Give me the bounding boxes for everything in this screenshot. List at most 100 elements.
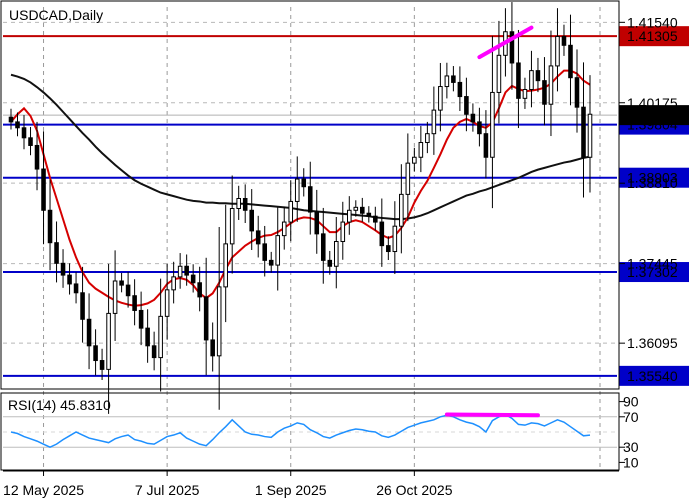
candle-body (171, 276, 176, 291)
candle-body (60, 262, 66, 276)
candle-body (249, 209, 254, 232)
candle-body (535, 70, 541, 82)
candle-body (379, 221, 385, 247)
candle-body (106, 312, 111, 370)
candle-body (340, 221, 346, 243)
candle-body (353, 206, 359, 211)
candle-body (223, 243, 228, 288)
candle-body (67, 274, 72, 285)
candle-body (281, 221, 287, 237)
candle-body (86, 318, 92, 347)
candle-body (405, 162, 411, 195)
candle-body (151, 345, 157, 359)
candle-body (496, 54, 502, 93)
candle-body (288, 200, 294, 223)
candle-body (327, 259, 333, 267)
y-tick-label: 1.38810 (627, 175, 678, 191)
candle-body (392, 225, 398, 253)
horizontal-level-label-bg (619, 262, 689, 283)
candle-body (255, 230, 261, 245)
candle-body (457, 81, 463, 98)
candle-body (366, 212, 372, 217)
candle-body (438, 86, 443, 111)
horizontal-level-label-bg (619, 365, 689, 386)
candle-body (516, 62, 521, 99)
horizontal-level-label: 1.37302 (627, 264, 678, 280)
candle-body (99, 360, 105, 370)
price-pane-frame (0, 0, 620, 390)
slow-moving-average-line (10, 73, 591, 221)
candle-body (587, 113, 593, 158)
x-tick-label: 26 Oct 2025 (376, 482, 452, 498)
candle-body (184, 265, 189, 276)
candle-body (574, 77, 580, 108)
candle-body (386, 245, 391, 253)
candle-body (93, 345, 98, 362)
candle-body (145, 327, 150, 347)
candle-body (132, 295, 137, 311)
overlay-layer (10, 25, 591, 449)
candle-body (262, 243, 268, 261)
candle-body (216, 286, 222, 357)
horizontal-level-label: 1.41305 (627, 28, 678, 44)
horizontal-level-label: 1.38903 (627, 170, 678, 186)
x-tick-label: 12 May 2025 (3, 482, 84, 498)
rsi-pane-frame (0, 392, 620, 471)
candle-body (28, 137, 33, 146)
candle-body (112, 280, 118, 314)
candle-body (34, 144, 40, 170)
candle-body (470, 113, 476, 123)
candle-body (509, 31, 515, 64)
candle-body (522, 88, 528, 99)
candle-body (555, 35, 560, 67)
candle-body (399, 193, 404, 227)
candle-body (548, 65, 554, 105)
candle-body (333, 241, 339, 267)
candle-body (301, 178, 307, 188)
rsi-line (10, 413, 591, 449)
candle-body (561, 35, 567, 46)
candle-body (15, 121, 20, 129)
candle-body (119, 280, 124, 286)
x-tick-label: 7 Jul 2025 (135, 482, 200, 498)
candle-body (320, 233, 326, 261)
candle-body (242, 198, 248, 211)
level-layer: 1.413051.398041.389031.373021.355401.399… (3, 26, 689, 386)
candle-body (73, 283, 79, 294)
y-tick-label: 1.40175 (627, 95, 678, 111)
candle-body (412, 156, 417, 164)
candle-body (203, 296, 209, 341)
current-price-label: 1.39965 (627, 107, 678, 123)
candle-body (418, 142, 424, 158)
y-tick-label: 1.41540 (627, 14, 678, 30)
candle-body (568, 44, 573, 79)
candle-body (581, 106, 586, 158)
rsi-tick-label: 30 (623, 439, 639, 455)
candle-body (529, 70, 534, 90)
candle-body (307, 186, 313, 213)
rsi-tick-label: 70 (623, 409, 639, 425)
y-tick-label: 1.37445 (627, 256, 678, 272)
candle-body (431, 109, 437, 135)
candle-body (314, 211, 320, 235)
candle-body (138, 309, 144, 329)
candle-body (177, 265, 183, 278)
candle-body (54, 242, 59, 264)
candle-body (490, 91, 495, 158)
candle-body (444, 75, 450, 88)
candle-body (477, 121, 482, 135)
price-trendline (477, 25, 534, 60)
candle-body (347, 209, 352, 223)
candle-body (21, 127, 27, 139)
candle-body (236, 198, 241, 210)
horizontal-level-label: 1.35540 (627, 368, 678, 384)
horizontal-level-label-bg (619, 26, 689, 47)
candle-body (360, 206, 365, 214)
current-price-label-bg (619, 105, 689, 126)
candle-body (8, 116, 14, 123)
